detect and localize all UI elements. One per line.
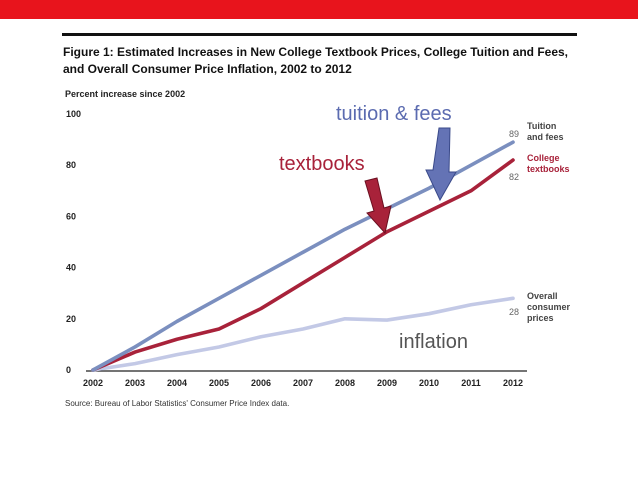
x-tick-label: 2006 [251, 378, 271, 388]
series-line-textbooks [91, 158, 515, 372]
y-tick-label: 20 [66, 314, 76, 324]
x-tick-label: 2005 [209, 378, 229, 388]
y-axis-ticks: 0 20 40 60 80 100 [66, 109, 81, 375]
y-tick-label: 60 [66, 211, 76, 221]
y-tick-label: 100 [66, 109, 81, 119]
annotation-textbooks: textbooks [279, 153, 365, 175]
x-axis-ticks: 2002 2003 2004 2005 2006 2007 2008 2009 2010 2011… [83, 378, 523, 388]
top-accent-bar [0, 0, 638, 19]
figure-title: Figure 1: Estimated Increases in New Col… [63, 45, 569, 76]
end-label-cpi: 28 [509, 307, 519, 317]
legend-textbooks: College textbooks [527, 153, 570, 174]
x-tick-label: 2008 [335, 378, 355, 388]
y-axis-label: Percent increase since 2002 [65, 89, 185, 99]
title-rule [62, 33, 577, 36]
x-tick-label: 2009 [377, 378, 397, 388]
x-tick-label: 2012 [503, 378, 523, 388]
y-tick-label: 80 [66, 160, 76, 170]
y-tick-label: 40 [66, 263, 76, 273]
x-tick-label: 2002 [83, 378, 103, 388]
textbooks-arrow [364, 177, 392, 235]
end-label-textbooks: 82 [509, 172, 519, 182]
tuition-arrow [425, 127, 457, 202]
annotation-tuition: tuition & fees [336, 103, 452, 125]
legend-cpi: Overall consumer prices [527, 291, 571, 323]
annotation-inflation: inflation [399, 331, 468, 353]
end-label-tuition: 89 [509, 129, 519, 139]
x-tick-label: 2003 [125, 378, 145, 388]
series-line-cpi [91, 296, 515, 372]
y-tick-label: 0 [66, 365, 71, 375]
x-tick-label: 2011 [461, 378, 481, 388]
legend-tuition: Tuition and fees [527, 121, 564, 142]
source-note: Source: Bureau of Labor Statistics' Cons… [65, 399, 289, 408]
x-tick-label: 2004 [167, 378, 187, 388]
x-tick-label: 2007 [293, 378, 313, 388]
x-tick-label: 2010 [419, 378, 439, 388]
